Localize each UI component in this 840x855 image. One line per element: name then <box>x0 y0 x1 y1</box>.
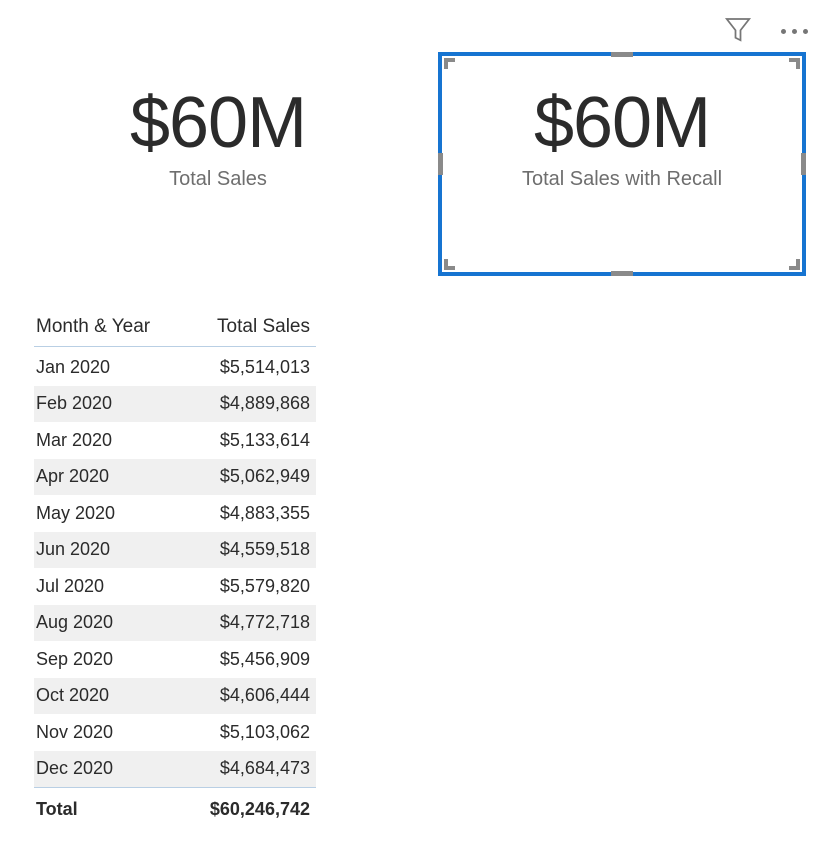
table-cell-value: $5,514,013 <box>174 357 316 378</box>
table-cell-month: Jan 2020 <box>34 357 174 378</box>
table-total-row: Total $60,246,742 <box>34 787 316 825</box>
card-total-sales-label: Total Sales <box>58 168 378 191</box>
table-header-row: Month & Year Total Sales <box>34 316 316 347</box>
table-cell-month: Jun 2020 <box>34 539 174 560</box>
table-cell-month: Oct 2020 <box>34 685 174 706</box>
card-total-sales-recall-value: $60M <box>438 86 806 162</box>
card-total-sales-value: $60M <box>58 86 378 162</box>
table-row[interactable]: Dec 2020$4,684,473 <box>34 751 316 788</box>
table-cell-value: $5,133,614 <box>174 430 316 451</box>
table-row[interactable]: Aug 2020$4,772,718 <box>34 605 316 642</box>
table-cell-month: Dec 2020 <box>34 758 174 779</box>
table-cell-month: May 2020 <box>34 503 174 524</box>
table-cell-month: Sep 2020 <box>34 649 174 670</box>
table-cell-value: $5,062,949 <box>174 466 316 487</box>
table-row[interactable]: Sep 2020$5,456,909 <box>34 641 316 678</box>
table-row[interactable]: Nov 2020$5,103,062 <box>34 714 316 751</box>
table-cell-value: $4,883,355 <box>174 503 316 524</box>
table-cell-value: $5,579,820 <box>174 576 316 597</box>
table-cell-value: $4,559,518 <box>174 539 316 560</box>
table-row[interactable]: Feb 2020$4,889,868 <box>34 386 316 423</box>
table-cell-month: Feb 2020 <box>34 393 174 414</box>
table-cell-month: Mar 2020 <box>34 430 174 451</box>
table-cell-value: $4,772,718 <box>174 612 316 633</box>
table-cell-value: $5,456,909 <box>174 649 316 670</box>
card-total-sales-recall[interactable]: $60M Total Sales with Recall <box>438 52 806 276</box>
card-total-sales-recall-label: Total Sales with Recall <box>438 168 806 191</box>
table-cell-value: $4,606,444 <box>174 685 316 706</box>
filter-icon[interactable] <box>721 12 755 51</box>
table-cell-value: $5,103,062 <box>174 722 316 743</box>
table-cell-month: Aug 2020 <box>34 612 174 633</box>
visual-header-actions <box>721 12 812 51</box>
table-row[interactable]: Apr 2020$5,062,949 <box>34 459 316 496</box>
table-cell-value: $4,889,868 <box>174 393 316 414</box>
report-canvas: $60M Total Sales $60M Total Sales with R… <box>0 0 840 855</box>
table-header-month: Month & Year <box>34 316 174 338</box>
table-cell-month: Nov 2020 <box>34 722 174 743</box>
table-cell-month: Apr 2020 <box>34 466 174 487</box>
sales-by-month-table[interactable]: Month & Year Total Sales Jan 2020$5,514,… <box>34 316 316 825</box>
table-row[interactable]: Jan 2020$5,514,013 <box>34 349 316 386</box>
table-cell-month: Jul 2020 <box>34 576 174 597</box>
card-total-sales[interactable]: $60M Total Sales <box>58 86 378 191</box>
more-options-icon[interactable] <box>777 25 812 38</box>
table-row[interactable]: May 2020$4,883,355 <box>34 495 316 532</box>
table-total-label: Total <box>34 799 174 820</box>
table-row[interactable]: Oct 2020$4,606,444 <box>34 678 316 715</box>
table-row[interactable]: Jul 2020$5,579,820 <box>34 568 316 605</box>
table-row[interactable]: Mar 2020$5,133,614 <box>34 422 316 459</box>
table-body: Jan 2020$5,514,013 Feb 2020$4,889,868 Ma… <box>34 349 316 787</box>
table-header-value: Total Sales <box>174 316 316 338</box>
table-cell-value: $4,684,473 <box>174 758 316 779</box>
table-total-value: $60,246,742 <box>174 799 316 820</box>
table-row[interactable]: Jun 2020$4,559,518 <box>34 532 316 569</box>
